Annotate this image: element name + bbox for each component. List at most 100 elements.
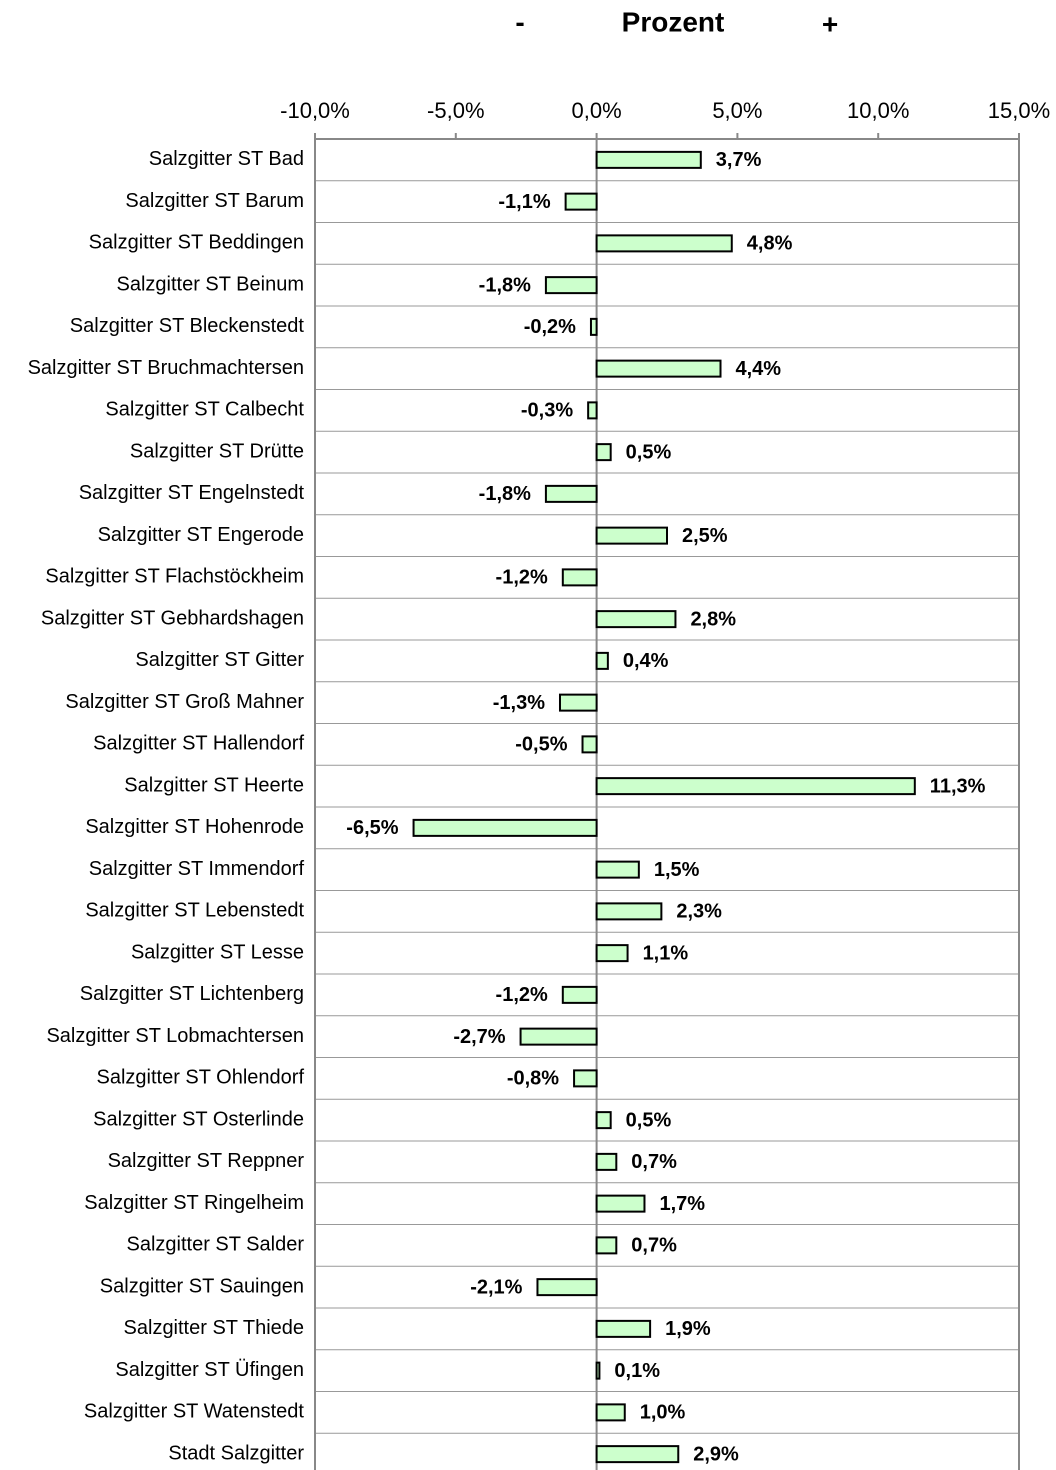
x-tick-label: -10,0% [280, 98, 350, 123]
x-tick-label: 5,0% [712, 98, 762, 123]
bar [561, 985, 598, 1004]
y-tick-label: Salzgitter ST Lebenstedt [85, 900, 304, 922]
y-tick-label: Salzgitter ST Engerode [98, 524, 304, 546]
y-tick-label: Salzgitter ST Flachstöckheim [45, 566, 304, 588]
value-label: -0,3% [521, 400, 573, 422]
bar [595, 860, 640, 879]
y-tick-label: Salzgitter ST Calbecht [105, 399, 304, 421]
bar [595, 1111, 612, 1130]
value-label: 4,8% [747, 233, 793, 255]
bar [573, 1069, 598, 1088]
y-tick-label: Salzgitter ST Immendorf [89, 858, 305, 880]
bar [595, 150, 702, 169]
value-label: 0,4% [623, 650, 669, 672]
value-label: -1,8% [479, 274, 531, 296]
value-label: -1,2% [496, 567, 548, 589]
y-tick-label: Salzgitter ST Lichtenberg [80, 983, 304, 1005]
value-label: -0,8% [507, 1068, 559, 1090]
bar [595, 1403, 626, 1422]
value-label: 1,5% [654, 859, 700, 881]
bar [581, 735, 598, 754]
bar [595, 610, 677, 629]
value-label: -2,7% [453, 1026, 505, 1048]
value-label: 3,7% [716, 149, 762, 171]
value-label: 2,8% [690, 608, 736, 630]
bar [544, 276, 598, 295]
bar [587, 401, 598, 420]
y-tick-label: Salzgitter ST Osterlinde [93, 1108, 304, 1130]
y-tick-label: Salzgitter ST Bad [149, 148, 304, 170]
bar [595, 944, 629, 963]
y-tick-label: Salzgitter ST Bleckenstedt [70, 315, 305, 337]
y-tick-label: Salzgitter ST Üfingen [115, 1359, 304, 1381]
bar [595, 526, 668, 545]
x-tick-label: 10,0% [847, 98, 909, 123]
value-label: 1,0% [640, 1402, 686, 1424]
value-label: 0,1% [614, 1360, 660, 1382]
value-label: -1,1% [498, 191, 550, 213]
bar [595, 1194, 646, 1213]
bar [595, 234, 733, 253]
bar [595, 443, 612, 462]
value-label: -1,8% [479, 483, 531, 505]
y-tick-label: Salzgitter ST Ringelheim [84, 1192, 304, 1214]
bar [564, 192, 598, 211]
value-label: 1,7% [659, 1193, 705, 1215]
y-tick-label: Salzgitter ST Hallendorf [93, 733, 304, 755]
value-label: 4,4% [736, 358, 782, 380]
y-tick-label: Salzgitter ST Engelnstedt [79, 482, 305, 504]
bar [558, 693, 598, 712]
y-tick-label: Salzgitter ST Ohlendorf [96, 1067, 304, 1089]
y-tick-label: Salzgitter ST Groß Mahner [65, 691, 304, 713]
bar [595, 1236, 618, 1255]
value-label: 2,3% [676, 901, 722, 923]
bar [519, 1027, 598, 1046]
y-tick-label: Salzgitter ST Lesse [131, 941, 304, 963]
value-label: 1,1% [643, 942, 689, 964]
value-label: -6,5% [346, 817, 398, 839]
value-label: 1,9% [665, 1318, 711, 1340]
y-tick-label: Salzgitter ST Thiede [124, 1317, 304, 1339]
y-tick-label: Salzgitter ST Gebhardshagen [41, 607, 304, 629]
y-tick-label: Salzgitter ST Barum [125, 190, 304, 212]
value-label: -0,5% [515, 734, 567, 756]
bar [561, 568, 598, 587]
bar [595, 1361, 601, 1380]
bar [595, 1319, 652, 1338]
x-tick-label: 0,0% [572, 98, 622, 123]
y-tick-label: Salzgitter ST Gitter [135, 649, 304, 671]
y-tick-label: Salzgitter ST Bruchmachtersen [28, 357, 304, 379]
bar [595, 777, 916, 796]
y-tick-label: Salzgitter ST Watenstedt [84, 1401, 305, 1423]
y-tick-label: Salzgitter ST Hohenrode [85, 816, 304, 838]
value-label: 0,5% [626, 1109, 672, 1131]
bar [595, 651, 609, 670]
bar [595, 902, 663, 921]
bar [595, 1152, 618, 1171]
value-label: 0,7% [631, 1151, 677, 1173]
chart-title: Prozent [622, 6, 725, 37]
bar [595, 1445, 680, 1464]
value-label: -1,2% [496, 984, 548, 1006]
y-tick-label: Salzgitter ST Heerte [124, 774, 304, 796]
y-tick-label: Salzgitter ST Sauingen [100, 1275, 304, 1297]
value-label: 2,5% [682, 525, 728, 547]
y-tick-label: Salzgitter ST Beddingen [89, 232, 304, 254]
y-tick-label: Salzgitter ST Beinum [117, 273, 305, 295]
annotation: + [822, 8, 838, 39]
x-tick-label: -5,0% [427, 98, 484, 123]
value-label: 11,3% [930, 775, 986, 797]
value-label: 0,7% [631, 1235, 677, 1257]
y-tick-label: Salzgitter ST Reppner [108, 1150, 305, 1172]
value-label: 0,5% [626, 441, 672, 463]
value-label: 2,9% [693, 1443, 739, 1465]
value-label: -0,2% [524, 316, 576, 338]
y-tick-label: Stadt Salzgitter [168, 1442, 304, 1464]
value-label: -1,3% [493, 692, 545, 714]
y-tick-label: Salzgitter ST Lobmachtersen [46, 1025, 304, 1047]
bar [595, 359, 722, 378]
bar [544, 484, 598, 503]
annotation: - [515, 6, 524, 37]
bar [412, 818, 598, 837]
